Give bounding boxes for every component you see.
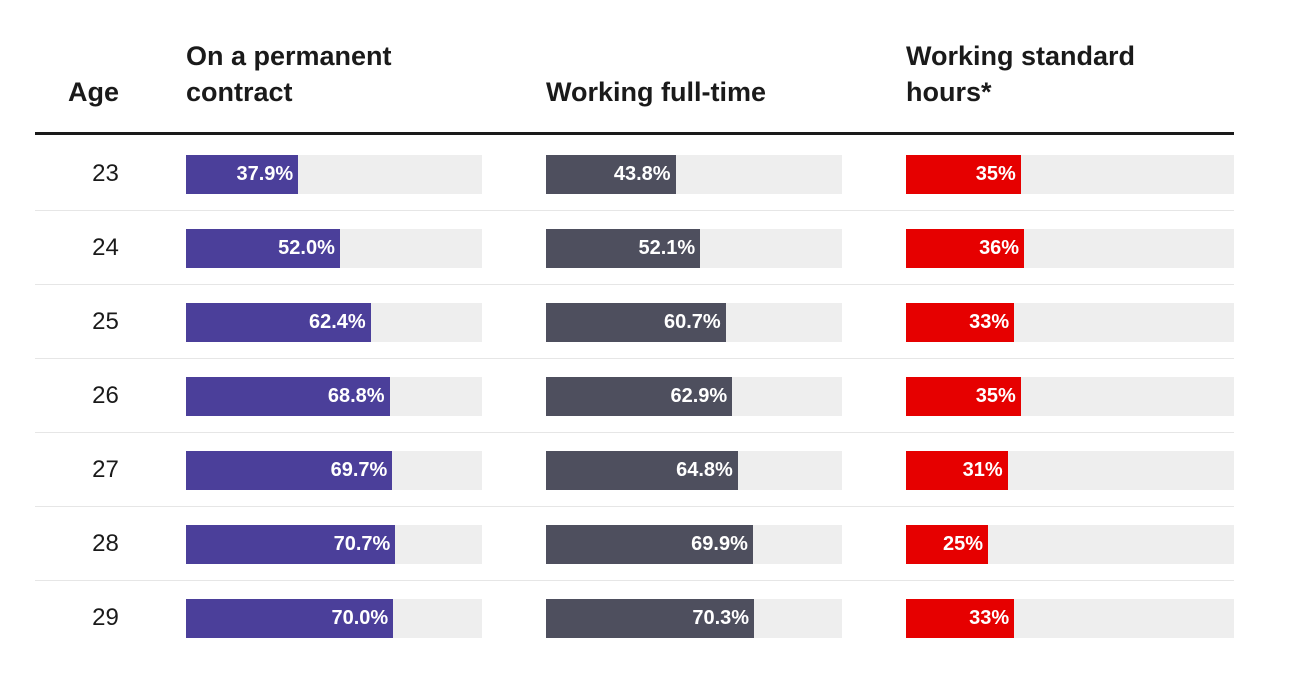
table-row: 27 69.7% 64.8% 31% [35,433,1234,507]
bar-full-time: 60.7% [546,303,726,342]
bar-track-full-time: 60.7% [546,303,842,342]
bar-track-permanent-contract: 37.9% [186,155,482,194]
bar-track-permanent-contract: 68.8% [186,377,482,416]
bar-track-standard-hours: 35% [906,155,1234,194]
bar-track-standard-hours: 25% [906,525,1234,564]
bar-track-standard-hours: 31% [906,451,1234,490]
age-label: 28 [92,530,119,557]
bar-track-full-time: 69.9% [546,525,842,564]
bar-standard-hours: 33% [906,303,1015,342]
age-label: 25 [92,308,119,335]
bar-full-time: 69.9% [546,525,753,564]
bar-track-permanent-contract: 62.4% [186,303,482,342]
table-row: 29 70.0% 70.3% 33% [35,581,1234,655]
header-working-standard-hours: Working standard hours* [906,41,1136,107]
age-label: 26 [92,382,119,409]
bar-standard-hours: 25% [906,525,988,564]
header-permanent-contract: On a permanent contract [186,41,392,107]
bar-track-full-time: 52.1% [546,229,842,268]
bar-track-permanent-contract: 70.0% [186,599,482,638]
bar-standard-hours: 35% [906,377,1021,416]
bar-standard-hours: 31% [906,451,1008,490]
bar-track-full-time: 70.3% [546,599,842,638]
bar-full-time: 52.1% [546,229,701,268]
header-working-full-time: Working full-time [546,77,766,107]
table-row: 26 68.8% 62.9% 35% [35,359,1234,433]
bar-permanent-contract: 68.8% [186,377,390,416]
age-label: 29 [92,604,119,631]
bar-full-time: 43.8% [546,155,676,194]
bar-permanent-contract: 70.7% [186,525,396,564]
bar-permanent-contract: 37.9% [186,155,299,194]
age-label: 24 [92,234,119,261]
bar-track-standard-hours: 36% [906,229,1234,268]
bar-full-time: 64.8% [546,451,738,490]
table-row: 23 37.9% 43.8% 35% [35,137,1234,211]
table-header: Age On a permanent contract Working full… [35,0,1234,135]
header-age: Age [68,77,120,107]
bar-track-standard-hours: 33% [906,599,1234,638]
bar-track-full-time: 64.8% [546,451,842,490]
bar-full-time: 62.9% [546,377,733,416]
table-row: 25 62.4% 60.7% 33% [35,285,1234,359]
bar-track-permanent-contract: 70.7% [186,525,482,564]
table-row: 28 70.7% 69.9% 25% [35,507,1234,581]
bar-track-standard-hours: 33% [906,303,1234,342]
bar-track-permanent-contract: 52.0% [186,229,482,268]
age-label: 27 [92,456,119,483]
bar-permanent-contract: 70.0% [186,599,394,638]
bar-standard-hours: 33% [906,599,1015,638]
age-label: 23 [92,160,119,187]
bar-track-permanent-contract: 69.7% [186,451,482,490]
bar-track-full-time: 43.8% [546,155,842,194]
bar-permanent-contract: 62.4% [186,303,371,342]
bar-standard-hours: 35% [906,155,1021,194]
bar-standard-hours: 36% [906,229,1025,268]
bar-track-standard-hours: 35% [906,377,1234,416]
bar-full-time: 70.3% [546,599,755,638]
chart-table: Age On a permanent contract Working full… [35,0,1234,686]
bar-permanent-contract: 52.0% [186,229,340,268]
bar-track-full-time: 62.9% [546,377,842,416]
bar-permanent-contract: 69.7% [186,451,393,490]
table-row: 24 52.0% 52.1% 36% [35,211,1234,285]
